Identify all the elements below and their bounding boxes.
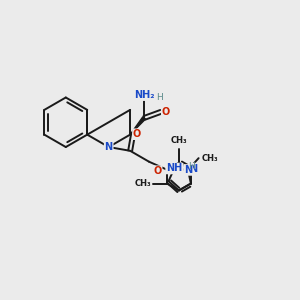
Text: O: O	[153, 166, 162, 176]
Text: NH: NH	[166, 164, 182, 173]
Text: N: N	[184, 165, 192, 175]
Polygon shape	[130, 117, 146, 135]
Text: CH₃: CH₃	[171, 136, 187, 145]
Text: CH₃: CH₃	[134, 179, 151, 188]
Text: O: O	[133, 129, 141, 139]
Text: NH₂: NH₂	[134, 90, 154, 100]
Text: N: N	[189, 164, 197, 174]
Text: CH₃: CH₃	[202, 154, 218, 163]
Text: H: H	[188, 162, 195, 171]
Text: N: N	[105, 142, 113, 152]
Text: H: H	[156, 93, 163, 102]
Text: O: O	[162, 107, 170, 117]
